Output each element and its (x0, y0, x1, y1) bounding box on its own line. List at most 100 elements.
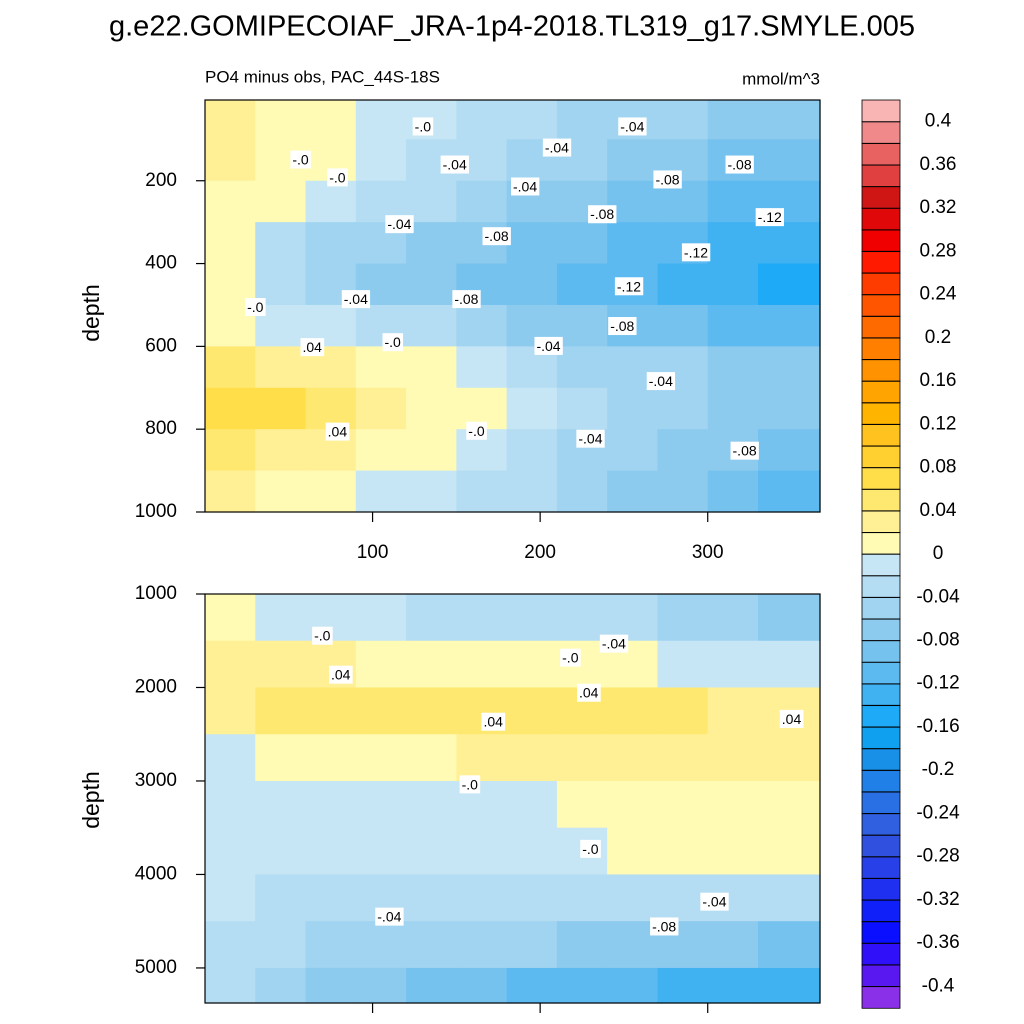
field-cell (757, 734, 821, 782)
field-cell (556, 780, 608, 829)
field-cell (305, 180, 357, 223)
field-cell (255, 734, 307, 782)
field-cell (406, 827, 457, 876)
field-cell (607, 687, 659, 735)
field-cell (506, 827, 558, 876)
contour-label: -.08 (590, 206, 614, 222)
field-cell (657, 734, 709, 782)
colorbar-swatch (861, 250, 901, 274)
field-cell (506, 780, 558, 829)
colorbar-tick-label: 0.4 (925, 111, 952, 132)
colorbar-tick-label: 0.32 (920, 197, 957, 218)
colorbar-swatch (861, 445, 901, 469)
contour-label-box (653, 170, 682, 189)
field-cell (355, 429, 407, 472)
field-cell (205, 874, 256, 922)
plot-frame (204, 99, 821, 513)
field-cell (657, 263, 709, 306)
field-cell (556, 874, 608, 922)
colorbar-tick-label: -0.32 (916, 889, 959, 910)
colorbar-tick-label: 0.16 (920, 370, 957, 391)
y-axis-label: depth (78, 284, 104, 342)
field-cell (205, 346, 256, 389)
field-cell (305, 687, 357, 735)
y-tick-label: 4000 (135, 863, 177, 884)
contour-label-box (511, 177, 540, 196)
field-cell (757, 304, 821, 347)
field-cell (255, 594, 307, 642)
field-cell (556, 734, 608, 782)
colorbar-tick-label: 0.28 (920, 240, 957, 261)
field-cell (556, 921, 608, 969)
colorbar-tick-label: 0.08 (920, 457, 957, 478)
field-cell (657, 387, 709, 430)
field-cell (556, 594, 608, 642)
contour-label-box (482, 227, 511, 246)
contour-label: -.0 (314, 628, 331, 644)
field-cell (355, 967, 407, 1004)
field-cell (205, 827, 256, 876)
field-cell (757, 921, 821, 969)
field-cell (305, 100, 357, 140)
field-cell (355, 734, 407, 782)
contour-label-box (618, 117, 647, 136)
field-cell (707, 967, 759, 1004)
y-tick-label: 600 (145, 335, 177, 356)
contour-label-box (542, 138, 572, 157)
field-cell (657, 967, 709, 1004)
field-cell (355, 780, 407, 829)
field-cell (657, 874, 709, 922)
colorbar-swatch (861, 575, 901, 598)
field-cell (255, 180, 307, 223)
contour-label-box (327, 168, 348, 187)
field-cell (556, 967, 608, 1004)
colorbar-swatch (861, 813, 901, 836)
colorbar-swatch (861, 186, 901, 209)
field-cell (355, 387, 407, 430)
field-cell (456, 100, 508, 140)
colorbar-tick-label: 0.12 (920, 413, 957, 434)
field-cell (355, 594, 407, 642)
field-cell (506, 687, 558, 735)
field-cell (355, 139, 407, 182)
contour-label: -.04 (578, 431, 602, 447)
field-cell (707, 346, 759, 389)
colorbar-tick-label: -0.12 (916, 673, 959, 694)
contour-label: -.12 (758, 209, 782, 225)
field-cell (255, 921, 307, 969)
field-cell (556, 222, 608, 265)
field-cell (757, 387, 821, 430)
contour-label: -.0 (247, 299, 264, 315)
field-cell (556, 470, 608, 513)
contour-label-box (385, 215, 414, 234)
contour-label: -.04 (545, 140, 569, 156)
field-cell (707, 304, 759, 347)
contour-label-box (245, 297, 266, 316)
field-cell (707, 921, 759, 969)
field-cell (506, 263, 558, 306)
colorbar-tick-label: -0.24 (916, 802, 960, 823)
figure-title: g.e22.GOMIPECOIAF_JRA-1p4-2018.TL319_g17… (109, 11, 915, 43)
field-cell (556, 304, 608, 347)
field-cell (205, 222, 256, 265)
field-cell (305, 827, 357, 876)
contour-label: -.08 (733, 443, 757, 459)
field-cell (506, 222, 558, 265)
field-cell (255, 222, 307, 265)
field-cell (456, 827, 508, 876)
contour-label: -.08 (485, 228, 509, 244)
field-cell (707, 470, 759, 513)
field-cell (205, 139, 256, 182)
field-cell (657, 100, 709, 140)
contour-label-box (440, 155, 469, 174)
contour-label-box (290, 150, 311, 169)
colorbar-swatch (861, 769, 901, 793)
field-cell (406, 222, 457, 265)
field-cell (406, 263, 457, 306)
field-cell (556, 263, 608, 306)
field-cell (205, 640, 256, 689)
contour-label: -.04 (536, 338, 560, 354)
contour-label: .04 (303, 339, 323, 355)
field-cell (506, 921, 558, 969)
